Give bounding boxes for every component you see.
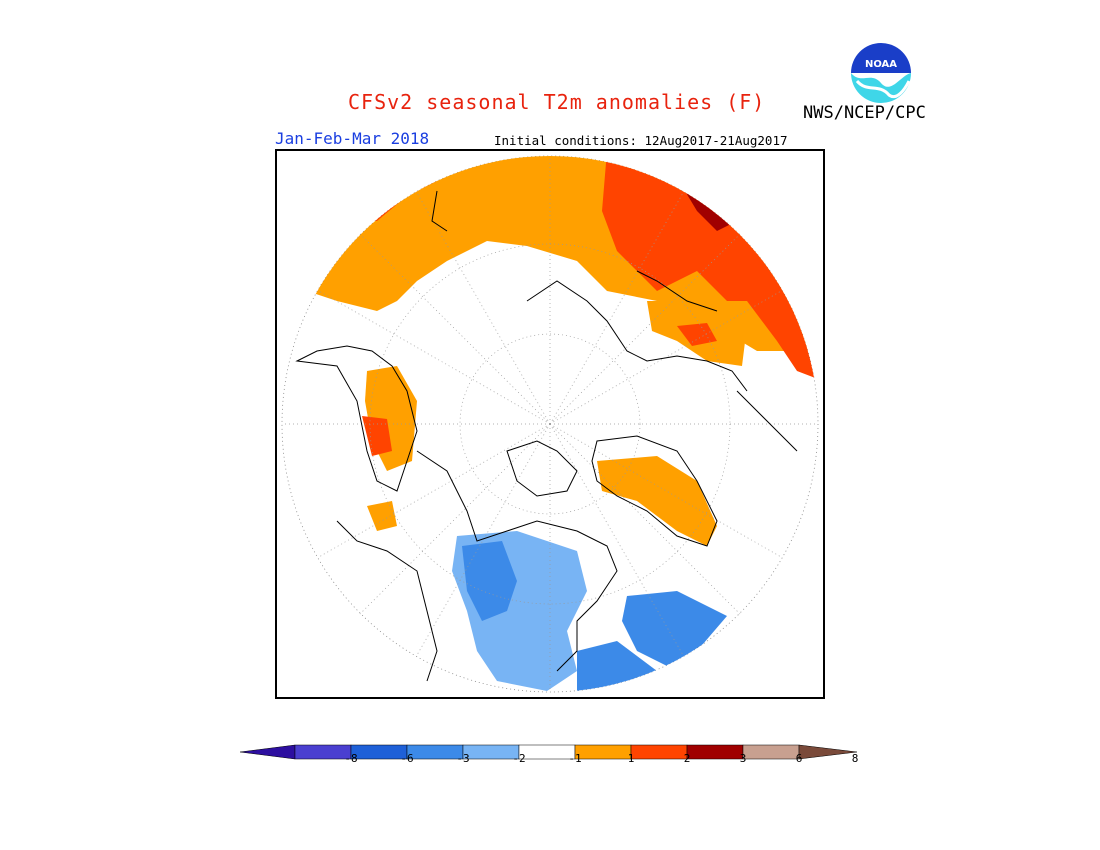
season-label: Jan-Feb-Mar 2018: [275, 129, 430, 148]
colorbar-tick-label: -1: [568, 752, 582, 765]
map-frame: [275, 149, 825, 699]
noaa-logo-text: NOAA: [865, 59, 897, 70]
colorbar: [240, 744, 858, 760]
chart-title: CFSv2 seasonal T2m anomalies (F): [348, 90, 766, 114]
strong-warm-region: [677, 323, 717, 346]
colorbar-tick-label: -2: [512, 752, 526, 765]
colorbar-swatch: [350, 744, 408, 760]
warm-anomaly-region: [597, 456, 717, 546]
coastlines: [295, 190, 798, 682]
colorbar-swatch: [630, 744, 688, 760]
colorbar-tick-label: 2: [683, 752, 691, 765]
colorbar-swatch: [406, 744, 464, 760]
agency-label: NWS/NCEP/CPC: [803, 103, 926, 123]
colorbar-tick-label: -8: [344, 752, 358, 765]
colorbar-tick-label: -6: [400, 752, 414, 765]
warm-anomaly-region: [367, 501, 397, 531]
graticule: [282, 156, 818, 692]
colorbar-arrow-low: [240, 744, 296, 760]
colorbar-swatch: [742, 744, 800, 760]
colorbar-swatch: [574, 744, 632, 760]
colorbar-tick-label: 3: [739, 752, 747, 765]
strong-cool-region: [462, 541, 517, 621]
polar-map: [281, 155, 819, 693]
colorbar-tick-label: 8: [851, 752, 859, 765]
noaa-logo-icon: NOAA: [850, 42, 912, 104]
strong-warm-region: [362, 416, 392, 456]
colorbar-swatch: [462, 744, 520, 760]
colorbar-swatch: [294, 744, 352, 760]
colorbar-arrow-high: [798, 744, 858, 760]
colorbar-swatch: [686, 744, 744, 760]
colorbar-tick-label: -3: [456, 752, 470, 765]
colorbar-tick-label: 6: [795, 752, 803, 765]
initial-conditions-label: Initial conditions: 12Aug2017-21Aug2017: [494, 133, 788, 148]
strong-cool-region: [622, 591, 727, 666]
colorbar-tick-label: 1: [627, 752, 635, 765]
colorbar-swatch: [518, 744, 576, 760]
